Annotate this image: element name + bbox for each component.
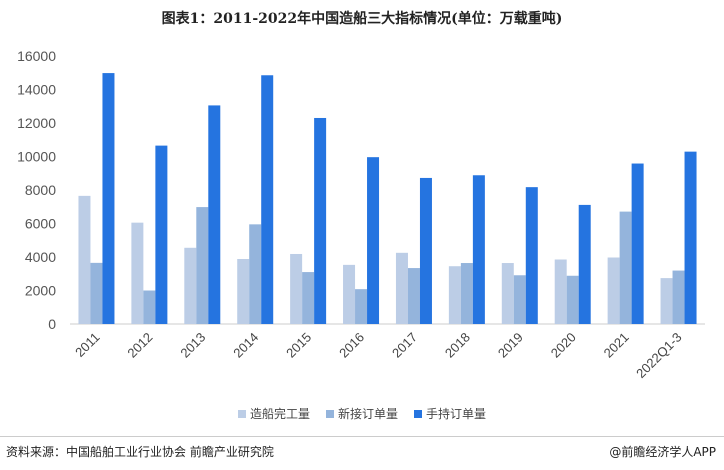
bar-2012-0 [131, 222, 144, 324]
bar-2019-1 [513, 275, 526, 324]
y-tick-label: 10000 [17, 149, 56, 165]
bar-2018-1 [460, 263, 473, 324]
bar-2018-0 [448, 266, 461, 324]
bar-2016-1 [355, 289, 368, 324]
legend-swatch [237, 410, 246, 418]
bar-2012-1 [143, 290, 156, 324]
y-tick-label: 8000 [25, 182, 56, 198]
bar-2014-2 [261, 75, 274, 324]
bar-2011-1 [90, 262, 103, 324]
y-tick-label: 4000 [25, 249, 56, 265]
bar-2013-1 [196, 207, 209, 324]
bar-2015-1 [302, 272, 315, 324]
bar-2017-0 [395, 252, 408, 324]
chart-title: 图表1：2011-2022年中国造船三大指标情况(单位：万载重吨) [161, 11, 563, 27]
bar-2017-1 [407, 268, 420, 324]
x-tick-label: 2017 [389, 330, 420, 361]
bar-2020-1 [566, 275, 579, 324]
bar-2020-2 [578, 204, 591, 324]
source-note: 资料来源：中国船舶工业行业协会 前瞻产业研究院 [6, 445, 274, 459]
x-tick-label: 2021 [601, 330, 632, 361]
bar-2022Q1-3-0 [660, 278, 673, 324]
legend: 造船完工量 新接订单量 手持订单量 [0, 405, 724, 422]
legend-item: 手持订单量 [414, 405, 486, 422]
footer: 资料来源：中国船舶工业行业协会 前瞻产业研究院 @前瞻经济学人APP [0, 436, 724, 470]
bar-2020-0 [554, 259, 567, 324]
brand-label: @前瞻经济学人APP [609, 445, 716, 459]
legend-item: 造船完工量 [237, 405, 310, 422]
x-tick-label: 2012 [124, 330, 155, 361]
y-tick-label: 14000 [17, 82, 56, 98]
bar-2015-2 [314, 117, 327, 324]
bar-2021-1 [619, 211, 632, 324]
x-tick-label: 2014 [230, 330, 261, 361]
bar-2013-2 [208, 105, 221, 324]
legend-swatch [325, 410, 334, 418]
bar-2017-2 [419, 177, 432, 324]
legend-item: 新接订单量 [325, 405, 398, 422]
x-tick-label: 2016 [336, 330, 367, 361]
x-tick-label: 2022Q1-3 [633, 330, 684, 381]
bar-2014-1 [249, 224, 262, 324]
bar-2016-2 [367, 157, 380, 324]
bar-2015-0 [290, 253, 303, 324]
x-tick-label: 2015 [283, 330, 314, 361]
bar-2022Q1-3-2 [684, 151, 697, 324]
x-tick-label: 2019 [495, 330, 526, 361]
y-tick-label: 0 [48, 316, 56, 332]
bar-2019-2 [525, 187, 538, 324]
legend-label: 手持订单量 [426, 407, 487, 421]
bar-2022Q1-3-1 [672, 270, 685, 324]
bar-2013-0 [184, 247, 197, 324]
bar-2011-0 [78, 195, 91, 324]
bar-2021-0 [607, 257, 620, 324]
bar-2012-2 [155, 145, 168, 324]
x-tick-label: 2018 [442, 330, 473, 361]
bar-2014-0 [237, 259, 250, 324]
y-tick-label: 16000 [17, 48, 56, 64]
bar-2011-2 [102, 73, 115, 325]
y-tick-label: 12000 [17, 115, 56, 131]
legend-label: 新接订单量 [337, 407, 398, 421]
bar-2016-0 [343, 264, 356, 324]
bar-2018-2 [472, 175, 485, 324]
x-tick-label: 2020 [548, 330, 579, 361]
bar-2021-2 [631, 163, 644, 324]
legend-label: 造船完工量 [249, 407, 310, 421]
bar-2019-0 [501, 263, 514, 324]
x-tick-label: 2013 [177, 330, 208, 361]
legend-swatch [414, 410, 422, 418]
bar-chart: 0 2000 4000 6000 8000 10000 12000 14000 16000 201… [17, 48, 705, 381]
y-tick-label: 6000 [25, 216, 56, 232]
y-tick-label: 2000 [25, 283, 56, 299]
x-tick-label: 2011 [72, 330, 102, 360]
